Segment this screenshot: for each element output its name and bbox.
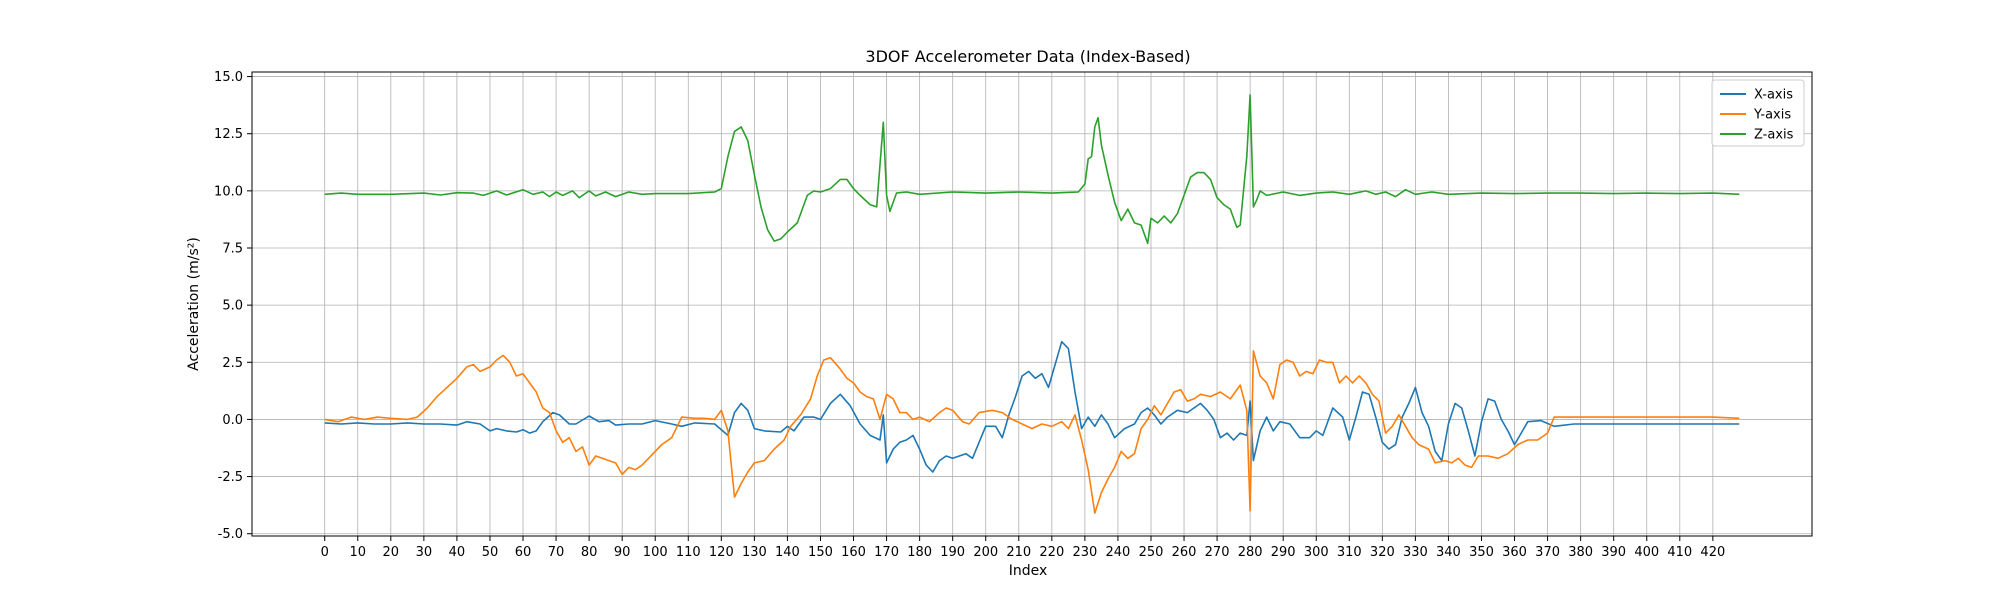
x-tick-label: 330: [1403, 545, 1428, 560]
x-tick-label: 230: [1072, 545, 1097, 560]
legend-label: Y-axis: [1753, 108, 1791, 123]
x-tick-label: 310: [1337, 545, 1362, 560]
x-tick-label: 170: [874, 545, 899, 560]
x-tick-label: 150: [808, 545, 833, 560]
x-tick-label: 80: [581, 545, 598, 560]
x-tick-label: 40: [449, 545, 466, 560]
x-tick-label: 270: [1205, 545, 1230, 560]
x-tick-label: 200: [973, 545, 998, 560]
x-tick-label: 20: [383, 545, 400, 560]
x-tick-label: 120: [709, 545, 734, 560]
legend: X-axis Y-axis Z-axis: [1711, 79, 1805, 147]
x-tick-label: 300: [1304, 545, 1329, 560]
legend-box: [1711, 79, 1805, 147]
x-tick-label: 370: [1535, 545, 1560, 560]
x-tick-label: 260: [1172, 545, 1197, 560]
series-group: [324, 94, 1740, 514]
x-tick-label: 180: [907, 545, 932, 560]
x-tick-label: 350: [1469, 545, 1494, 560]
x-tick-label: 400: [1634, 545, 1659, 560]
chart-title: 3DOF Accelerometer Data (Index-Based): [865, 47, 1190, 66]
series-line-z-axis: [324, 94, 1740, 245]
x-tick-label: 30: [416, 545, 433, 560]
y-tick-label: 12.5: [214, 127, 243, 142]
y-tick-label: 0.0: [222, 413, 243, 428]
grid-lines: [252, 72, 1812, 536]
x-tick-label: 100: [643, 545, 668, 560]
y-axis-label: Acceleration (m/s²): [186, 237, 202, 371]
y-tick-label: 7.5: [222, 242, 243, 257]
x-tick-label: 390: [1601, 545, 1626, 560]
x-axis-ticks: 0 10 20 30 40 50 60 70 80 90 100 110 120 130 140 150 160…: [321, 536, 1725, 560]
x-tick-label: 410: [1667, 545, 1692, 560]
legend-label: X-axis: [1754, 88, 1793, 103]
y-tick-label: 10.0: [214, 184, 243, 199]
x-tick-label: 320: [1370, 545, 1395, 560]
x-tick-label: 420: [1700, 545, 1725, 560]
x-tick-label: 220: [1039, 545, 1064, 560]
x-tick-label: 340: [1436, 545, 1461, 560]
x-tick-label: 210: [1006, 545, 1031, 560]
x-tick-label: 380: [1568, 545, 1593, 560]
x-tick-label: 160: [841, 545, 866, 560]
x-axis-label: Index: [1009, 563, 1048, 579]
series-line-y-axis: [324, 350, 1740, 514]
x-tick-label: 280: [1238, 545, 1263, 560]
y-tick-label: 5.0: [222, 299, 243, 314]
y-axis-ticks: -5.0 -2.5 0.0 2.5 5.0 7.5 10.0 12.5 15.0: [214, 70, 252, 542]
x-tick-label: 60: [515, 545, 532, 560]
y-tick-label: 2.5: [222, 356, 243, 371]
x-tick-label: 130: [742, 545, 767, 560]
x-tick-label: 50: [482, 545, 499, 560]
x-tick-label: 10: [349, 545, 366, 560]
x-tick-label: 140: [775, 545, 800, 560]
x-tick-label: 0: [321, 545, 329, 560]
plot-frame: [251, 71, 1813, 537]
series-line-x-axis: [324, 340, 1740, 473]
legend-label: Z-axis: [1754, 128, 1794, 143]
x-tick-label: 110: [676, 545, 701, 560]
x-tick-label: 360: [1502, 545, 1527, 560]
x-tick-label: 70: [548, 545, 565, 560]
y-tick-label: -2.5: [218, 470, 243, 485]
x-tick-label: 240: [1106, 545, 1131, 560]
x-tick-label: 90: [614, 545, 631, 560]
x-tick-label: 290: [1271, 545, 1296, 560]
y-tick-label: -5.0: [218, 527, 243, 542]
x-tick-label: 190: [940, 545, 965, 560]
x-tick-label: 250: [1139, 545, 1164, 560]
y-tick-label: 15.0: [214, 70, 243, 85]
